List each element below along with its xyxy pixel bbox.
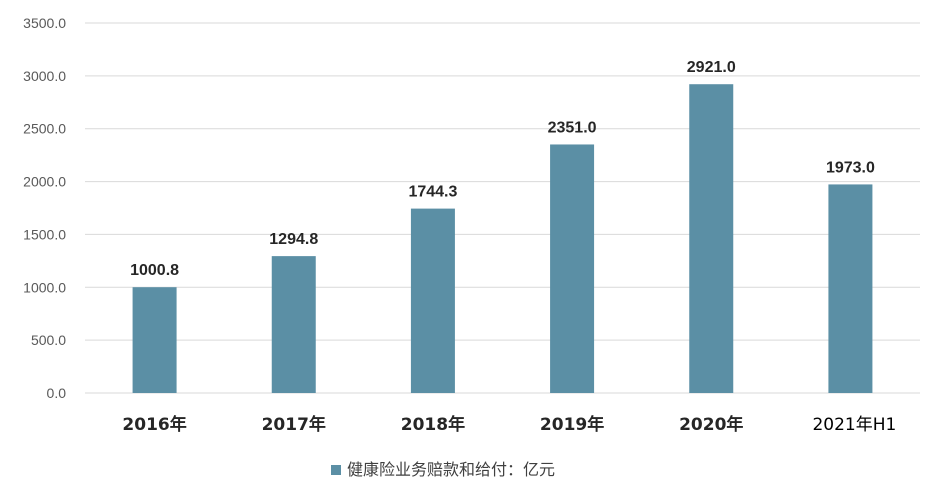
legend-label: 健康险业务赔款和给付：亿元: [347, 460, 555, 479]
y-axis-tick-labels: 0.0 500.0 1000.0 1500.0 2000.0 2500.0 3000.0 35…: [23, 15, 66, 401]
bar: [271, 256, 316, 393]
data-label: 1294.8: [269, 231, 318, 248]
y-tick-label: 2500.0: [23, 121, 66, 137]
data-label: 2921.0: [687, 59, 736, 76]
x-tick-label: 2016年: [122, 414, 186, 435]
x-tick-label: 2019年: [540, 414, 604, 435]
data-label: 1973.0: [826, 159, 875, 176]
y-tick-label: 0.0: [47, 385, 67, 401]
data-label: 2351.0: [548, 119, 597, 136]
gridlines: [85, 22, 920, 394]
y-tick-label: 1500.0: [23, 226, 66, 242]
data-label: 1000.8: [130, 262, 179, 279]
bar: [550, 144, 595, 393]
legend-swatch: [331, 465, 341, 475]
bars: [132, 84, 873, 394]
legend: 健康险业务赔款和给付：亿元: [331, 460, 555, 479]
y-tick-label: 2000.0: [23, 174, 66, 190]
data-labels: 1000.8 1294.8 1744.3 2351.0 2921.0 1973.0: [130, 59, 875, 279]
y-tick-label: 500.0: [31, 332, 66, 348]
x-tick-label: 2020年: [679, 414, 743, 435]
y-tick-label: 3000.0: [23, 68, 66, 84]
y-tick-label: 1000.0: [23, 279, 66, 295]
y-tick-label: 3500.0: [23, 15, 66, 31]
x-tick-label: 2018年: [401, 414, 465, 435]
bar: [828, 184, 873, 393]
bar: [410, 208, 455, 393]
x-axis-category-labels: 2016年 2017年 2018年 2019年 2020年 2021年H1: [122, 414, 896, 435]
bar: [132, 287, 177, 393]
x-tick-label: 2017年: [262, 414, 326, 435]
bar: [689, 84, 734, 394]
x-tick-label: 2021年H1: [812, 415, 896, 435]
data-label: 1744.3: [408, 184, 457, 201]
